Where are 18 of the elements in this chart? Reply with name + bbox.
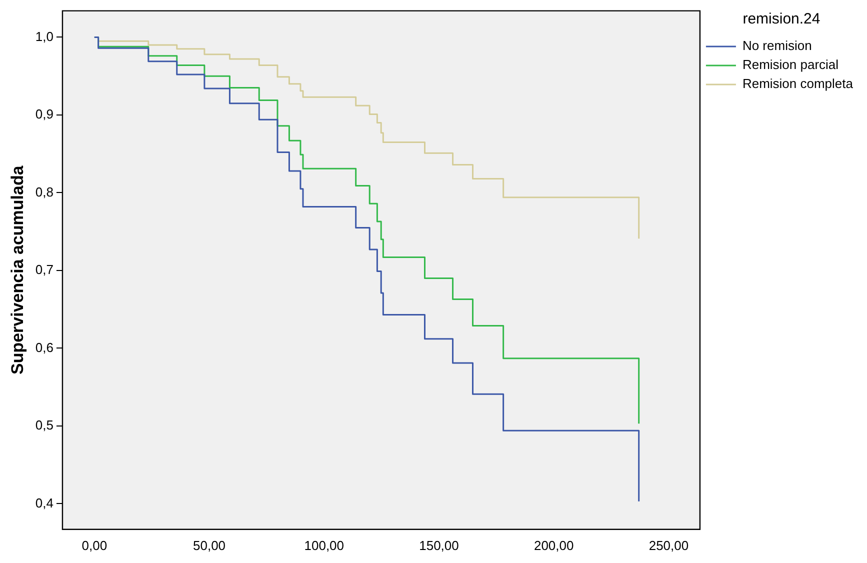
x-tick-label: 150,00 bbox=[419, 538, 459, 553]
x-tick-label: 100,00 bbox=[304, 538, 344, 553]
x-tick-label: 250,00 bbox=[648, 538, 689, 553]
y-axis-title: Supervivencia acumulada bbox=[8, 165, 27, 375]
y-tick-label: 0,4 bbox=[35, 495, 54, 510]
y-tick-label: 0,8 bbox=[35, 184, 54, 200]
y-tick-label: 0,7 bbox=[35, 262, 54, 278]
x-tick-label: 200,00 bbox=[534, 538, 574, 553]
y-tick-label: 1,0 bbox=[35, 28, 54, 44]
x-tick-label: 50,00 bbox=[192, 538, 226, 553]
legend-title: remision.24 bbox=[742, 10, 820, 28]
y-tick-label: 0,9 bbox=[35, 106, 54, 122]
x-tick-label: 0,00 bbox=[82, 538, 108, 553]
y-tick-label: 0,5 bbox=[35, 418, 54, 433]
y-tick-label: 0,6 bbox=[35, 340, 54, 355]
legend-label: Remision completa bbox=[742, 76, 854, 92]
legend-label: No remision bbox=[742, 38, 812, 54]
legend-label: Remision parcial bbox=[742, 57, 839, 72]
